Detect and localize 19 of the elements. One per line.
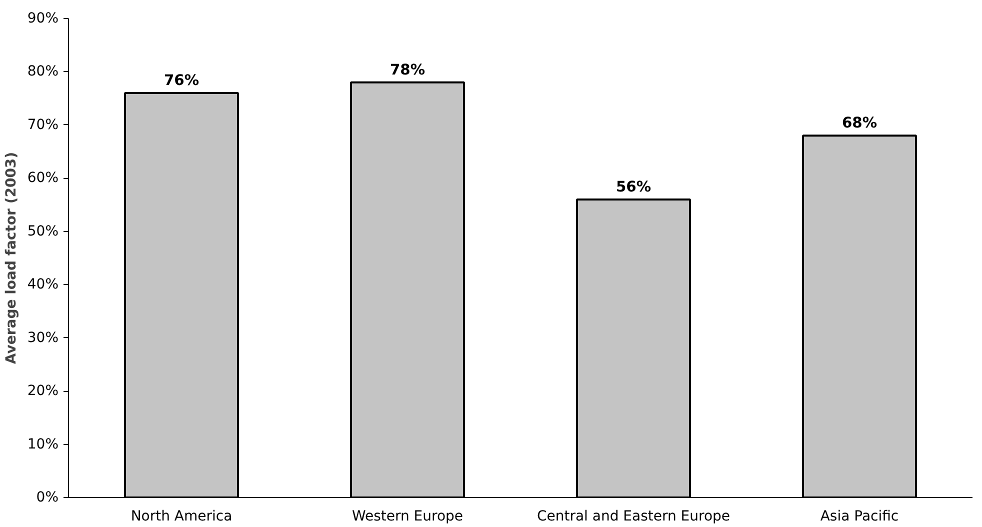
data-label: 78% <box>390 61 426 78</box>
x-tick-label: North America <box>130 508 232 524</box>
y-tick-label: 60% <box>27 170 59 186</box>
y-tick-label: 30% <box>27 330 59 346</box>
x-tick-label: Central and Eastern Europe <box>536 508 730 524</box>
data-label: 68% <box>842 114 878 132</box>
y-tick-label: 10% <box>27 436 59 452</box>
y-tick-label: 40% <box>27 276 59 293</box>
y-tick-label: 0% <box>36 490 59 506</box>
x-tick-label: Asia Pacific <box>820 508 899 524</box>
data-label: 76% <box>164 72 200 90</box>
y-tick-label: 90% <box>27 10 59 26</box>
y-tick-label: 80% <box>27 64 59 80</box>
y-tick-label: 70% <box>27 116 59 133</box>
x-tick-label: Western Europe <box>352 508 464 524</box>
y-tick-label: 50% <box>27 223 59 240</box>
data-label: 56% <box>616 178 652 196</box>
y-axis-title: Average load factor (2003) <box>3 152 20 364</box>
y-tick-label: 20% <box>27 383 59 400</box>
